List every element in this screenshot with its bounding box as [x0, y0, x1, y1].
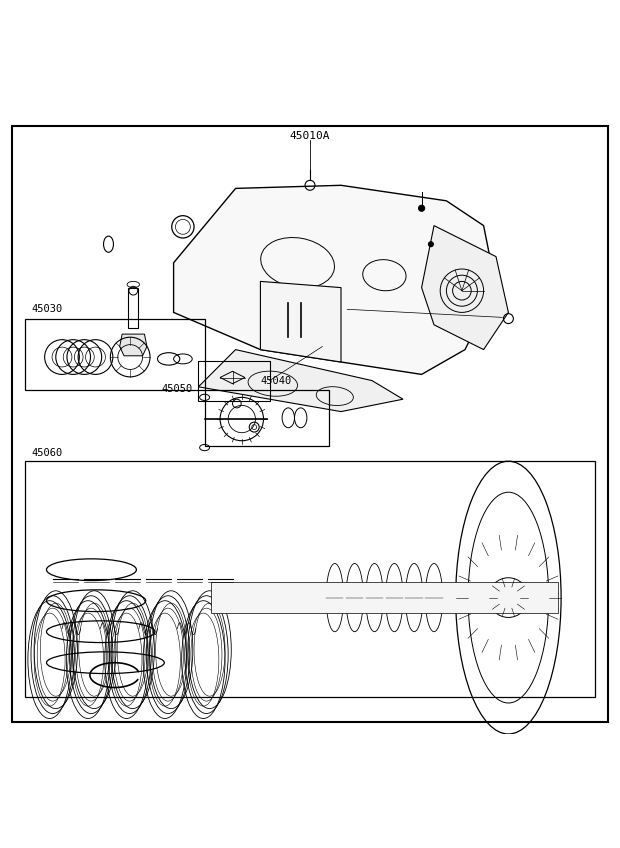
Text: 45040: 45040 — [260, 376, 291, 386]
Circle shape — [428, 242, 433, 247]
Bar — [128, 287, 138, 328]
Polygon shape — [198, 349, 403, 411]
Bar — [25, 319, 205, 390]
Bar — [25, 461, 595, 697]
Text: 45010A: 45010A — [290, 131, 330, 141]
Text: 45060: 45060 — [31, 448, 62, 458]
Text: 45050: 45050 — [161, 383, 192, 393]
Bar — [205, 390, 329, 446]
Bar — [198, 360, 270, 401]
Text: 45030: 45030 — [31, 304, 62, 315]
Bar — [211, 582, 558, 613]
Polygon shape — [120, 334, 147, 356]
Circle shape — [418, 205, 425, 211]
Polygon shape — [422, 226, 508, 349]
Polygon shape — [174, 186, 496, 375]
Polygon shape — [260, 282, 341, 362]
